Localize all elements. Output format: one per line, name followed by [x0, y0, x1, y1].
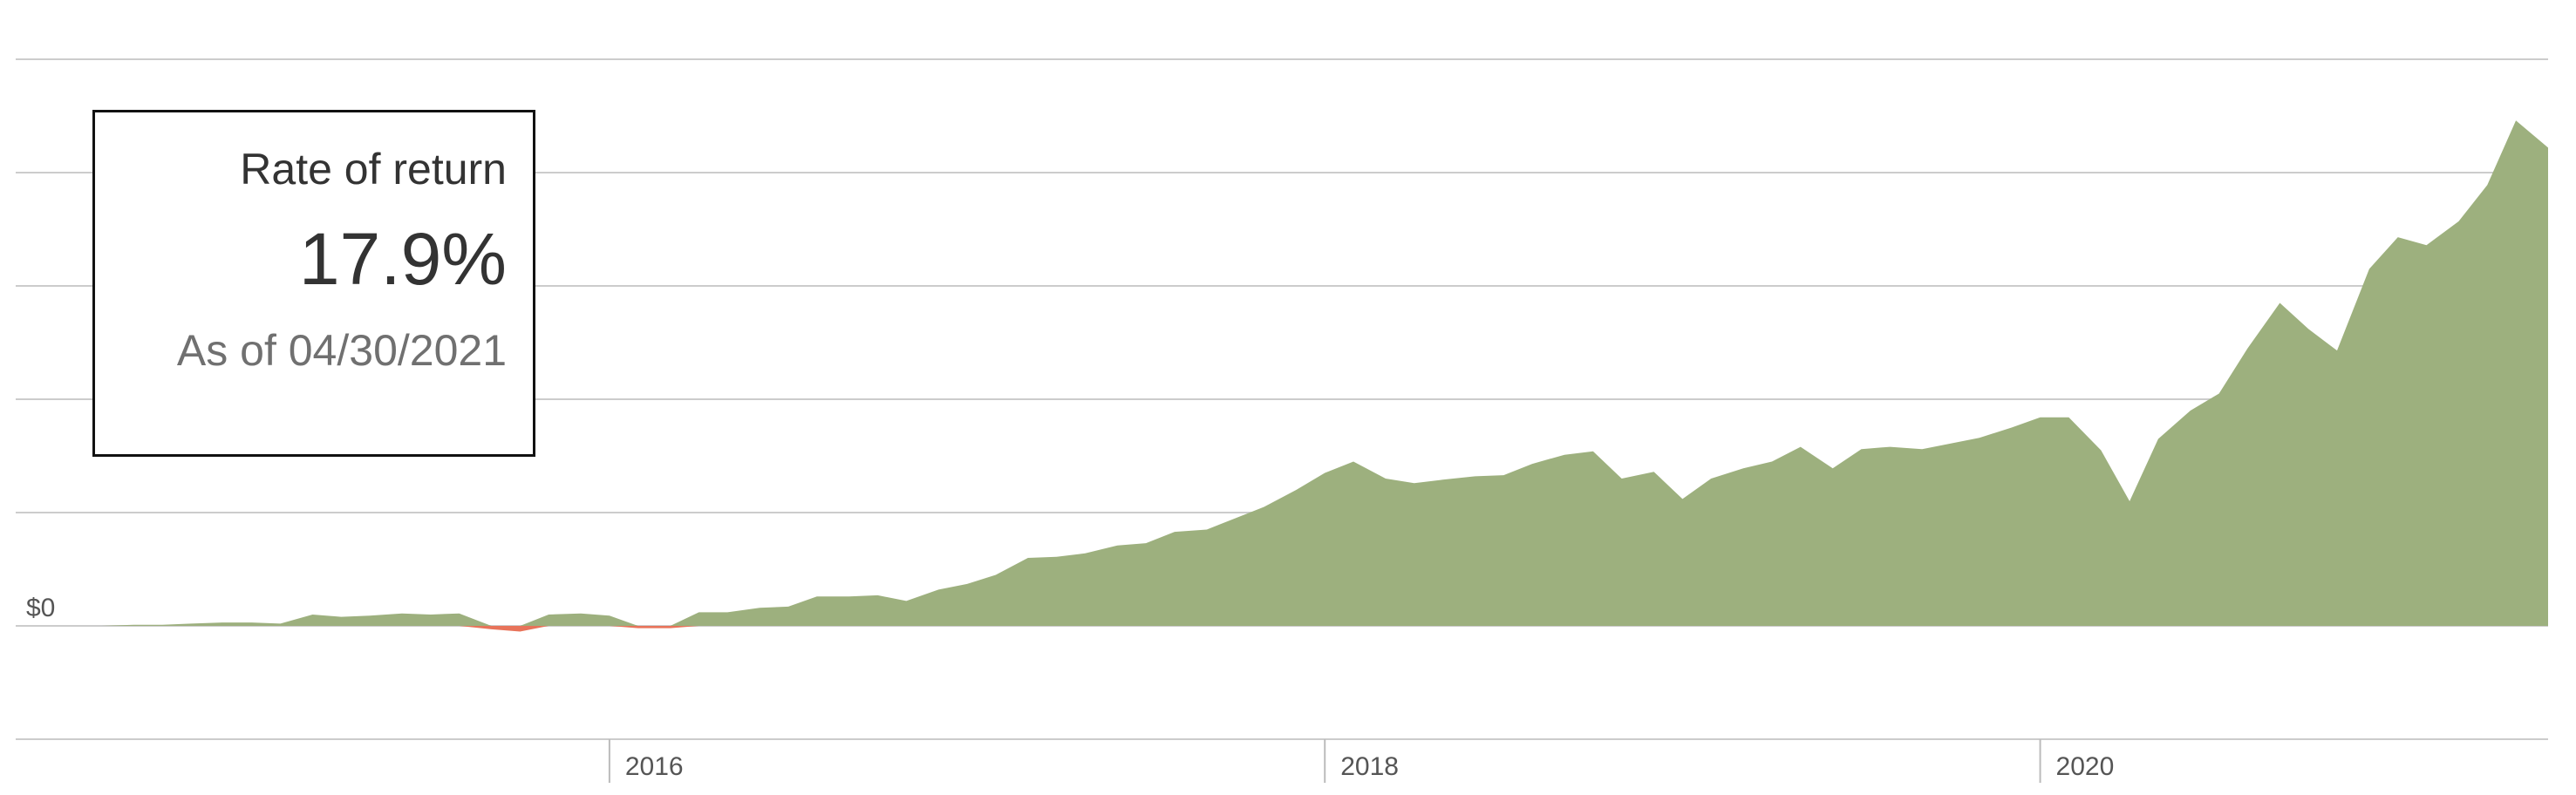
x-tick-label: 2016 [625, 752, 684, 781]
x-axis: 2016 2018 2020 [608, 739, 2115, 783]
positive-return-area [16, 120, 2548, 626]
x-tick-label: 2020 [2056, 752, 2115, 781]
callout-title: Rate of return [240, 145, 507, 194]
callout-as-of-date: As of 04/30/2021 [176, 326, 507, 375]
rate-of-return-callout: Rate of return 17.9% As of 04/30/2021 [92, 110, 535, 457]
area-series [16, 120, 2548, 632]
y-axis-zero-label: $0 [26, 594, 55, 622]
callout-value: 17.9% [298, 218, 507, 300]
negative-return-area [16, 626, 2548, 632]
x-tick-label: 2018 [1340, 752, 1399, 781]
